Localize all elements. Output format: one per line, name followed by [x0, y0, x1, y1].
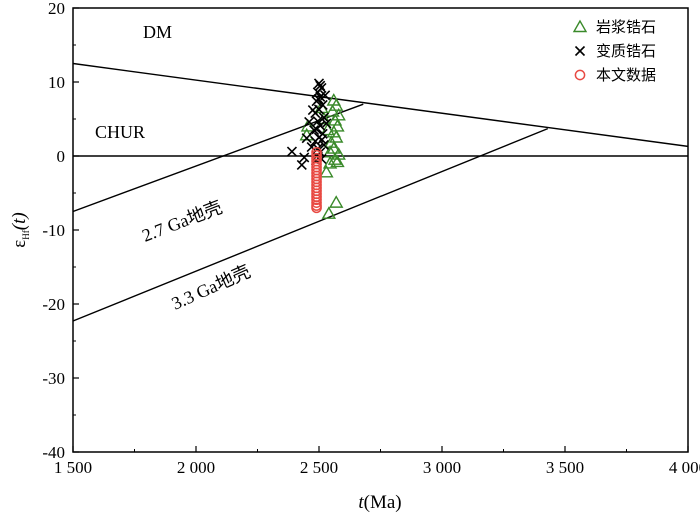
x-axis-title: t(Ma) [358, 492, 401, 513]
data-point-triangle [325, 104, 340, 117]
reference-label-dm: DM [143, 22, 172, 42]
reference-line-dm [73, 62, 688, 148]
data-point-circle [311, 194, 322, 206]
y-tick-label: 10 [48, 73, 65, 92]
data-point-x [307, 105, 318, 116]
y-axis-title-sub: Hf [21, 230, 31, 240]
reference-line-2-7-ga [73, 103, 364, 213]
y-tick-label: -40 [42, 443, 65, 462]
reference-label-chur: CHUR [95, 122, 145, 142]
data-point-x [316, 134, 328, 145]
x-axis-title-var: t [358, 492, 364, 513]
y-tick-label: -10 [42, 221, 65, 240]
y-axis: -40 -30 -20 -10 0 10 20 [42, 0, 79, 462]
data-point-x [321, 118, 332, 129]
data-point-triangle [327, 152, 343, 165]
y-axis-title: εHf(t) [9, 212, 31, 247]
data-point-triangle [319, 164, 334, 178]
y-tick-label: 20 [48, 0, 65, 18]
data-point-triangle [322, 155, 338, 169]
legend-marker-triangle [572, 19, 588, 33]
data-point-x [301, 133, 312, 144]
reference-label-2-7-ga: 2.7 Ga地壳 [139, 197, 225, 246]
data-point-triangle [321, 206, 337, 219]
data-point-x [318, 112, 329, 123]
data-point-circle [311, 202, 322, 214]
data-point-x [318, 139, 329, 150]
reference-line-3-3-ga [73, 127, 549, 322]
data-point-x [286, 146, 298, 157]
reference-label-3-3-ga: 3.3 Ga地壳 [168, 261, 253, 313]
legend-marker-circle [574, 69, 586, 81]
data-point-triangle [330, 154, 345, 168]
data-point-x [309, 125, 320, 136]
series-circle [311, 146, 322, 214]
data-point-x [299, 152, 310, 163]
x-tick-label: 3 000 [423, 458, 461, 477]
data-point-x [320, 90, 331, 101]
x-tick-label: 3 500 [546, 458, 584, 477]
x-tick-label: 2 500 [300, 458, 338, 477]
x-tick-label: 1 500 [54, 458, 92, 477]
data-point-x [306, 142, 317, 153]
data-point-triangle [329, 130, 344, 143]
data-point-x [296, 159, 307, 170]
data-point-triangle [329, 98, 344, 111]
y-axis-title-arg: (t) [9, 212, 30, 230]
x-tick-label: 2 000 [177, 458, 215, 477]
legend-label-x: 变质锆石 [596, 42, 656, 60]
reference-labels: DM CHUR 2.7 Ga地壳 3.3 Ga地壳 [95, 22, 253, 314]
data-point-triangle [330, 118, 345, 132]
legend-label-triangle: 岩浆锆石 [596, 18, 656, 36]
legend-marker-x [574, 45, 586, 57]
x-tick-label: 4 000 [669, 458, 700, 477]
data-point-x [315, 80, 326, 91]
reference-lines [73, 62, 688, 322]
data-point-triangle [329, 195, 344, 208]
data-point-circle [311, 197, 322, 208]
y-tick-label: 0 [57, 147, 66, 166]
data-point-x [304, 116, 315, 128]
x-axis: 1 500 2 000 2 500 3 000 3 500 4 000 [54, 446, 700, 477]
legend-label-circle: 本文数据 [596, 66, 656, 84]
data-point-x [313, 93, 324, 105]
y-tick-label: -30 [42, 369, 65, 388]
y-tick-label: -20 [42, 295, 65, 314]
x-axis-title-unit: (Ma) [364, 492, 402, 513]
data-series [286, 78, 346, 219]
y-axis-title-main: ε [9, 240, 30, 248]
